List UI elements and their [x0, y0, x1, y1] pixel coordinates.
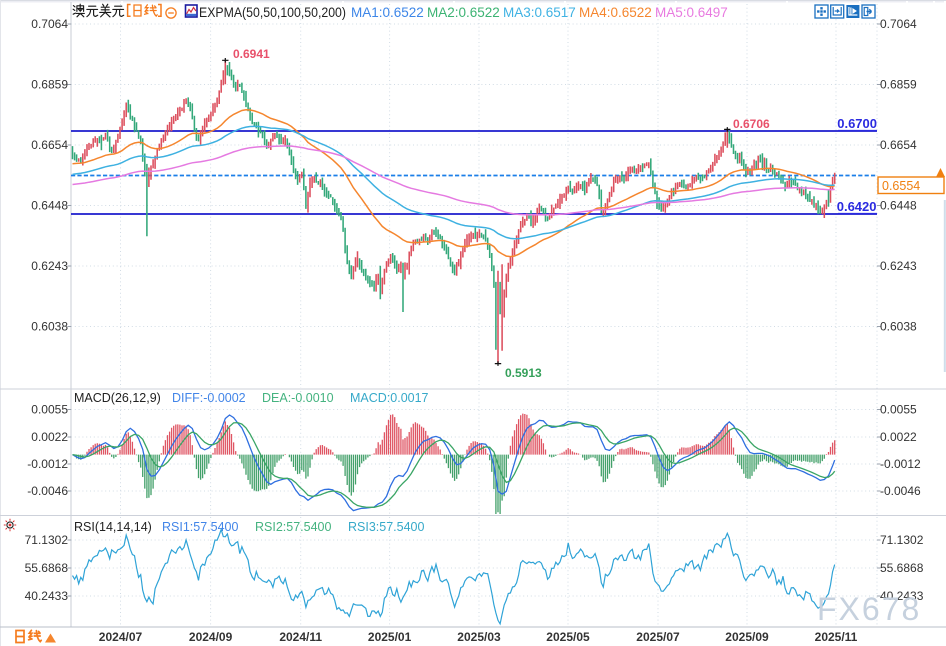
svg-text:0.6859: 0.6859	[880, 78, 917, 92]
svg-text:FX678: FX678	[817, 591, 921, 627]
svg-text:0.6700: 0.6700	[837, 116, 877, 131]
svg-text:0.7064: 0.7064	[880, 17, 917, 31]
svg-text:MA1:0.6522: MA1:0.6522	[351, 5, 424, 20]
svg-text:0.0055: 0.0055	[31, 403, 68, 417]
svg-text:MA4:0.6522: MA4:0.6522	[579, 5, 652, 20]
svg-text:0.6448: 0.6448	[31, 199, 68, 213]
svg-text:71.1302: 71.1302	[880, 533, 924, 547]
svg-text:0.6554: 0.6554	[882, 179, 920, 193]
svg-text:2024/07: 2024/07	[99, 630, 143, 644]
svg-text:0.6654: 0.6654	[31, 138, 68, 152]
svg-text:-0.0046: -0.0046	[27, 484, 68, 498]
svg-text:RSI1:57.5400: RSI1:57.5400	[162, 520, 238, 534]
svg-text:MA5:0.6497: MA5:0.6497	[655, 5, 728, 20]
svg-text:0.6859: 0.6859	[31, 78, 68, 92]
svg-text:0.6420: 0.6420	[837, 199, 877, 214]
svg-text:0.6038: 0.6038	[880, 320, 917, 334]
svg-text:-0.0012: -0.0012	[880, 457, 921, 471]
svg-text:RSI2:57.5400: RSI2:57.5400	[255, 520, 331, 534]
svg-text:0.0055: 0.0055	[880, 403, 917, 417]
svg-text:0.6038: 0.6038	[31, 320, 68, 334]
svg-text:2025/01: 2025/01	[368, 630, 412, 644]
svg-text:2025/11: 2025/11	[815, 630, 858, 644]
svg-text:2025/05: 2025/05	[546, 630, 590, 644]
svg-text:2025/07: 2025/07	[636, 630, 680, 644]
svg-text:0.6706: 0.6706	[733, 117, 770, 131]
svg-text:0.6243: 0.6243	[31, 259, 68, 273]
svg-text:40.2433: 40.2433	[880, 589, 924, 603]
svg-text:0.0022: 0.0022	[31, 430, 68, 444]
svg-text:0.6448: 0.6448	[880, 199, 917, 213]
svg-text:55.6868: 55.6868	[880, 561, 924, 575]
svg-text:0.6941: 0.6941	[233, 47, 270, 61]
svg-text:DIFF:-0.0002: DIFF:-0.0002	[172, 391, 246, 405]
svg-text:0.5913: 0.5913	[505, 366, 542, 380]
svg-text:2024/09: 2024/09	[189, 630, 233, 644]
svg-text:55.6868: 55.6868	[25, 561, 69, 575]
svg-text:MACD(26,12,9): MACD(26,12,9)	[74, 391, 161, 405]
svg-text:40.2433: 40.2433	[25, 589, 69, 603]
svg-text:MACD:0.0017: MACD:0.0017	[350, 391, 429, 405]
svg-text:0.6243: 0.6243	[880, 259, 917, 273]
svg-text:71.1302: 71.1302	[25, 533, 69, 547]
svg-text:DEA:-0.0010: DEA:-0.0010	[262, 391, 334, 405]
svg-text:-0.0046: -0.0046	[880, 484, 921, 498]
svg-text:2025/03: 2025/03	[457, 630, 501, 644]
svg-text:EXPMA(50,50,100,50,200): EXPMA(50,50,100,50,200)	[199, 5, 346, 20]
svg-text:2024/11: 2024/11	[279, 630, 322, 644]
svg-text:0.6654: 0.6654	[880, 138, 917, 152]
svg-text:MA2:0.6522: MA2:0.6522	[427, 5, 500, 20]
svg-text:RSI3:57.5400: RSI3:57.5400	[348, 520, 424, 534]
svg-text:RSI(14,14,14): RSI(14,14,14)	[74, 520, 152, 534]
svg-text:0.7064: 0.7064	[31, 17, 68, 31]
svg-text:0.0022: 0.0022	[880, 430, 917, 444]
svg-text:MA3:0.6517: MA3:0.6517	[503, 5, 576, 20]
svg-text:-0.0012: -0.0012	[27, 457, 68, 471]
svg-text:2025/09: 2025/09	[725, 630, 769, 644]
